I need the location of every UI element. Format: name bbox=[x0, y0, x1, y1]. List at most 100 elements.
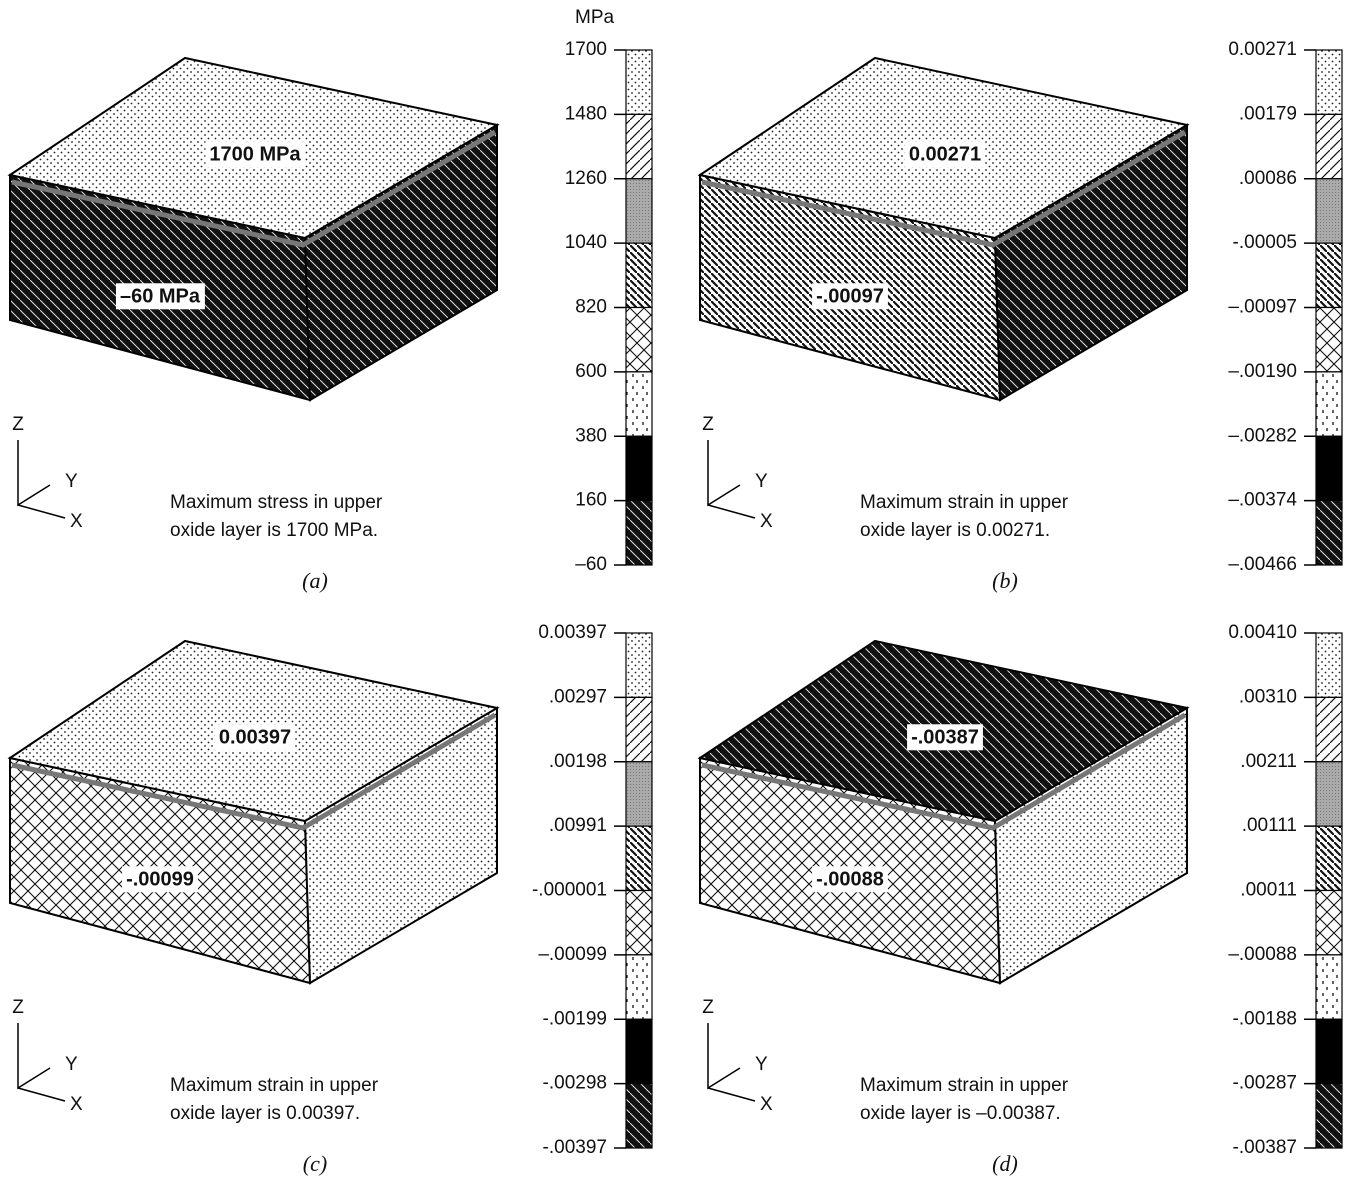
scale-label: -.00188 bbox=[1233, 1008, 1297, 1029]
scale-segment bbox=[1316, 1084, 1342, 1148]
caption: Maximum strain in upper bbox=[860, 492, 1069, 513]
scale-label: -.00287 bbox=[1233, 1073, 1297, 1094]
caption: oxide layer is 0.00271. bbox=[860, 520, 1050, 541]
scale-label: 0.00397 bbox=[538, 622, 607, 643]
scale-segment bbox=[1316, 762, 1342, 826]
scale-segment bbox=[1316, 955, 1342, 1019]
caption: oxide layer is –0.00387. bbox=[860, 1103, 1061, 1124]
caption: oxide layer is 1700 MPa. bbox=[170, 520, 378, 541]
scale-label: –.00088 bbox=[1228, 944, 1297, 965]
axis-triad bbox=[708, 1023, 755, 1101]
figure: 1700 MPa–60 MPaZYXMaximum stress in uppe… bbox=[0, 0, 1347, 1180]
scale-label: –.00466 bbox=[1228, 554, 1297, 575]
scale-label: -.00387 bbox=[1233, 1137, 1297, 1158]
scale-segment bbox=[626, 697, 652, 761]
axis-label: Z bbox=[12, 414, 24, 435]
scale-unit: MPa bbox=[575, 7, 615, 28]
scale-label: .00011 bbox=[1240, 880, 1297, 901]
scale-segment bbox=[1316, 372, 1342, 436]
scale-segment bbox=[1316, 891, 1342, 955]
scale-label: 600 bbox=[575, 361, 607, 382]
axis-label: Z bbox=[702, 997, 714, 1018]
scale-segment bbox=[626, 50, 652, 114]
scale-label: –.00099 bbox=[538, 944, 607, 965]
scale-label: 380 bbox=[575, 425, 607, 446]
scale-label: .00086 bbox=[1239, 168, 1297, 189]
contour-label: 0.00271 bbox=[909, 143, 981, 165]
scale-segment bbox=[1316, 501, 1342, 565]
contour-label: -.00088 bbox=[816, 868, 884, 890]
axis-label: Y bbox=[755, 1054, 768, 1075]
scale-label: –.00190 bbox=[1228, 361, 1297, 382]
scale-segment bbox=[626, 1084, 652, 1148]
scale-segment bbox=[1316, 633, 1342, 697]
contour-label: -.00099 bbox=[126, 868, 194, 890]
scale-segment bbox=[626, 179, 652, 243]
scale-segment bbox=[1316, 826, 1342, 890]
scale-segment bbox=[626, 501, 652, 565]
axis-label: Y bbox=[755, 471, 768, 492]
scale-label: –.00282 bbox=[1228, 425, 1297, 446]
panel: -.00387 -.00088 Z YX Maximum strain in upper… bbox=[700, 622, 1342, 1176]
scale-label: 1480 bbox=[565, 103, 607, 124]
scale-segment bbox=[1316, 436, 1342, 500]
scale-label: -.00397 bbox=[543, 1137, 607, 1158]
scale-label: –.00097 bbox=[1228, 297, 1297, 318]
scale-segment bbox=[1316, 243, 1342, 307]
panel-letter: (b) bbox=[992, 568, 1018, 593]
axis-triad bbox=[18, 440, 65, 518]
scale-segment bbox=[1316, 114, 1342, 178]
axis-label: Z bbox=[702, 414, 714, 435]
panel-letter: (a) bbox=[302, 568, 328, 593]
scale-segment bbox=[626, 436, 652, 500]
scale-segment bbox=[1316, 308, 1342, 372]
axis-label: X bbox=[70, 1094, 83, 1115]
scale-label: .00211 bbox=[1240, 751, 1297, 772]
scale-label: 1040 bbox=[565, 232, 607, 253]
axis-label: X bbox=[760, 511, 773, 532]
caption: oxide layer is 0.00397. bbox=[170, 1103, 360, 1124]
scale-label: .00179 bbox=[1239, 103, 1297, 124]
scale-label: .00297 bbox=[549, 686, 607, 707]
scale-segment bbox=[626, 1019, 652, 1083]
caption: Maximum strain in upper bbox=[860, 1075, 1069, 1096]
scale-label: –.00374 bbox=[1228, 490, 1297, 511]
axis-triad bbox=[708, 440, 755, 518]
scale-label: -.00199 bbox=[543, 1008, 607, 1029]
scale-segment bbox=[1316, 179, 1342, 243]
axis-label: X bbox=[760, 1094, 773, 1115]
scale-segment bbox=[626, 114, 652, 178]
scale-segment bbox=[626, 762, 652, 826]
axis-label: X bbox=[70, 511, 83, 532]
scale-label: .00991 bbox=[549, 815, 607, 836]
scale-label: 820 bbox=[575, 297, 607, 318]
caption: Maximum stress in upper bbox=[170, 492, 383, 513]
scale-label: .00310 bbox=[1239, 686, 1297, 707]
axis-label: Y bbox=[65, 471, 78, 492]
panel: 0.00397 -.00099 Z YX Maximum strain in upper… bbox=[10, 622, 652, 1176]
scale-segment bbox=[626, 308, 652, 372]
axis-label: Z bbox=[12, 997, 24, 1018]
contour-label: 0.00397 bbox=[219, 726, 291, 748]
scale-label: 0.00271 bbox=[1228, 39, 1297, 60]
scale-segment bbox=[626, 633, 652, 697]
contour-label: –60 MPa bbox=[120, 285, 201, 307]
scale-label: -.00298 bbox=[543, 1073, 607, 1094]
panel: 0.00271 -.00097 Z YX Maximum strain in upper… bbox=[700, 39, 1342, 593]
panel-letter: (d) bbox=[992, 1151, 1018, 1176]
scale-segment bbox=[1316, 50, 1342, 114]
contour-label: -.00097 bbox=[816, 285, 884, 307]
scale-label: 160 bbox=[575, 490, 607, 511]
panel-letter: (c) bbox=[303, 1151, 327, 1176]
scale-segment bbox=[626, 891, 652, 955]
axis-triad bbox=[18, 1023, 65, 1101]
scale-label: 1260 bbox=[565, 168, 607, 189]
scale-label: –60 bbox=[575, 554, 607, 575]
scale-label: -.00005 bbox=[1233, 232, 1297, 253]
scale-segment bbox=[626, 372, 652, 436]
scale-label: -.000001 bbox=[532, 880, 607, 901]
scale-segment bbox=[1316, 1019, 1342, 1083]
caption: Maximum strain in upper bbox=[170, 1075, 379, 1096]
scale-segment bbox=[1316, 697, 1342, 761]
axis-label: Y bbox=[65, 1054, 78, 1075]
